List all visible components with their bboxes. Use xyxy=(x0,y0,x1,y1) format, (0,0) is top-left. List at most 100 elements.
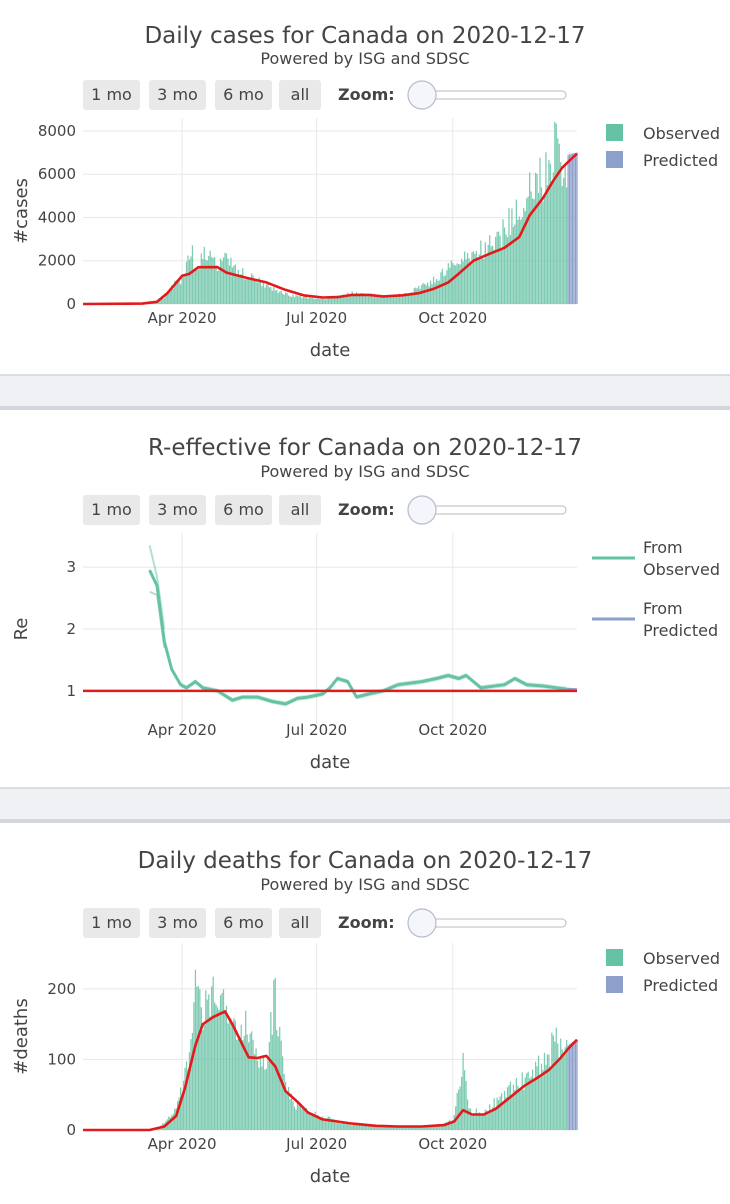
legend-predicted-label[interactable]: From xyxy=(643,599,683,618)
observed-bar xyxy=(294,1107,295,1130)
observed-bar xyxy=(180,1087,181,1130)
range-button-1mo[interactable]: 1 mo xyxy=(83,495,140,525)
chart-subtitle: Powered by ISG and SDSC xyxy=(260,875,469,894)
range-button-all[interactable]: all xyxy=(279,495,321,525)
observed-bar xyxy=(451,260,452,304)
range-button-label[interactable]: 6 mo xyxy=(223,500,264,519)
range-button-label[interactable]: 3 mo xyxy=(157,913,198,932)
observed-bar xyxy=(213,258,214,304)
chart-title: Daily cases for Canada on 2020-12-17 xyxy=(144,23,585,49)
observed-bar xyxy=(365,296,366,304)
observed-bar xyxy=(284,295,285,304)
deaths-chart: Daily deaths for Canada on 2020-12-17Pow… xyxy=(0,823,730,1200)
zoom-slider-track[interactable] xyxy=(420,506,566,514)
zoom-slider-handle[interactable] xyxy=(408,496,436,524)
observed-bar xyxy=(454,265,455,304)
observed-bar xyxy=(491,246,492,304)
observed-bar xyxy=(359,295,360,304)
range-button-label[interactable]: 3 mo xyxy=(157,500,198,519)
observed-bar xyxy=(315,299,316,304)
observed-bar xyxy=(292,295,293,304)
observed-bar xyxy=(229,265,230,304)
range-button-label[interactable]: 1 mo xyxy=(91,85,132,104)
legend-predicted-swatch[interactable] xyxy=(606,976,623,993)
range-button-3mo[interactable]: 3 mo xyxy=(149,908,206,938)
observed-bar xyxy=(489,1104,490,1130)
observed-bar xyxy=(519,1090,520,1130)
zoom-slider-handle[interactable] xyxy=(408,909,436,937)
legend-observed-swatch[interactable] xyxy=(606,949,623,966)
legend-predicted-swatch[interactable] xyxy=(606,151,623,168)
observed-bar xyxy=(479,255,480,304)
observed-bar xyxy=(420,289,421,304)
range-button-label[interactable]: 6 mo xyxy=(223,913,264,932)
observed-bar xyxy=(418,286,419,304)
observed-bar xyxy=(452,263,453,304)
observed-bar xyxy=(238,1039,239,1130)
legend-predicted-label[interactable]: Predicted xyxy=(643,621,718,640)
observed-bar xyxy=(352,1125,353,1130)
chart-subtitle: Powered by ISG and SDSC xyxy=(260,462,469,481)
zoom-slider-track[interactable] xyxy=(420,919,566,927)
observed-bar xyxy=(536,174,537,304)
observed-bar xyxy=(281,291,282,304)
observed-bar xyxy=(266,1069,267,1130)
legend-observed-label[interactable]: Observed xyxy=(643,560,720,579)
observed-bar xyxy=(291,297,292,304)
observed-bar xyxy=(538,1056,539,1130)
range-button-3mo[interactable]: 3 mo xyxy=(149,80,206,110)
observed-bar xyxy=(306,296,307,304)
observed-bar xyxy=(557,138,558,304)
range-button-1mo[interactable]: 1 mo xyxy=(83,80,140,110)
zoom-slider-track[interactable] xyxy=(420,91,566,99)
observed-bar xyxy=(236,277,237,304)
observed-bar xyxy=(242,268,243,304)
range-button-label[interactable]: all xyxy=(291,85,310,104)
legend-observed-label[interactable]: Observed xyxy=(643,949,720,968)
observed-bar xyxy=(461,259,462,304)
range-button-label[interactable]: 3 mo xyxy=(157,85,198,104)
observed-bar xyxy=(227,1023,228,1130)
observed-bar xyxy=(254,1054,255,1130)
observed-bar xyxy=(220,995,221,1130)
observed-bar xyxy=(328,1117,329,1130)
range-button-6mo[interactable]: 6 mo xyxy=(215,80,272,110)
legend-observed-swatch[interactable] xyxy=(606,124,623,141)
range-button-all[interactable]: all xyxy=(279,80,321,110)
observed-bar xyxy=(255,1048,256,1130)
range-button-label[interactable]: 6 mo xyxy=(223,85,264,104)
observed-bar xyxy=(312,297,313,304)
range-button-label[interactable]: all xyxy=(291,913,310,932)
observed-bar xyxy=(355,295,356,304)
observed-bar xyxy=(461,1077,462,1130)
range-button-label[interactable]: 1 mo xyxy=(91,913,132,932)
range-button-1mo[interactable]: 1 mo xyxy=(83,908,140,938)
x-tick-label: Oct 2020 xyxy=(418,721,487,739)
range-button-6mo[interactable]: 6 mo xyxy=(215,495,272,525)
observed-bar xyxy=(562,1049,563,1130)
zoom-slider-handle[interactable] xyxy=(408,81,436,109)
range-button-all[interactable]: all xyxy=(279,908,321,938)
observed-bar xyxy=(164,299,165,304)
legend-predicted-label[interactable]: Predicted xyxy=(643,151,718,170)
predicted-bar xyxy=(573,1041,574,1130)
range-button-3mo[interactable]: 3 mo xyxy=(149,495,206,525)
range-button-6mo[interactable]: 6 mo xyxy=(215,908,272,938)
observed-bar xyxy=(322,299,323,304)
observed-bar xyxy=(236,1040,237,1130)
range-button-label[interactable]: all xyxy=(291,500,310,519)
observed-bar xyxy=(264,1070,265,1130)
legend-observed-label[interactable]: Observed xyxy=(643,124,720,143)
legend-predicted-label[interactable]: Predicted xyxy=(643,976,718,995)
x-tick-label: Oct 2020 xyxy=(418,309,487,327)
legend-observed-label[interactable]: From xyxy=(643,538,683,557)
y-tick-label: 3 xyxy=(66,558,76,576)
range-button-label[interactable]: 1 mo xyxy=(91,500,132,519)
observed-bar xyxy=(313,1115,314,1130)
observed-bar xyxy=(241,274,242,304)
observed-bar xyxy=(553,1035,554,1130)
observed-bar xyxy=(366,296,367,304)
predicted-bar xyxy=(569,1044,570,1130)
observed-bar xyxy=(294,297,295,304)
observed-bar xyxy=(497,1098,498,1130)
